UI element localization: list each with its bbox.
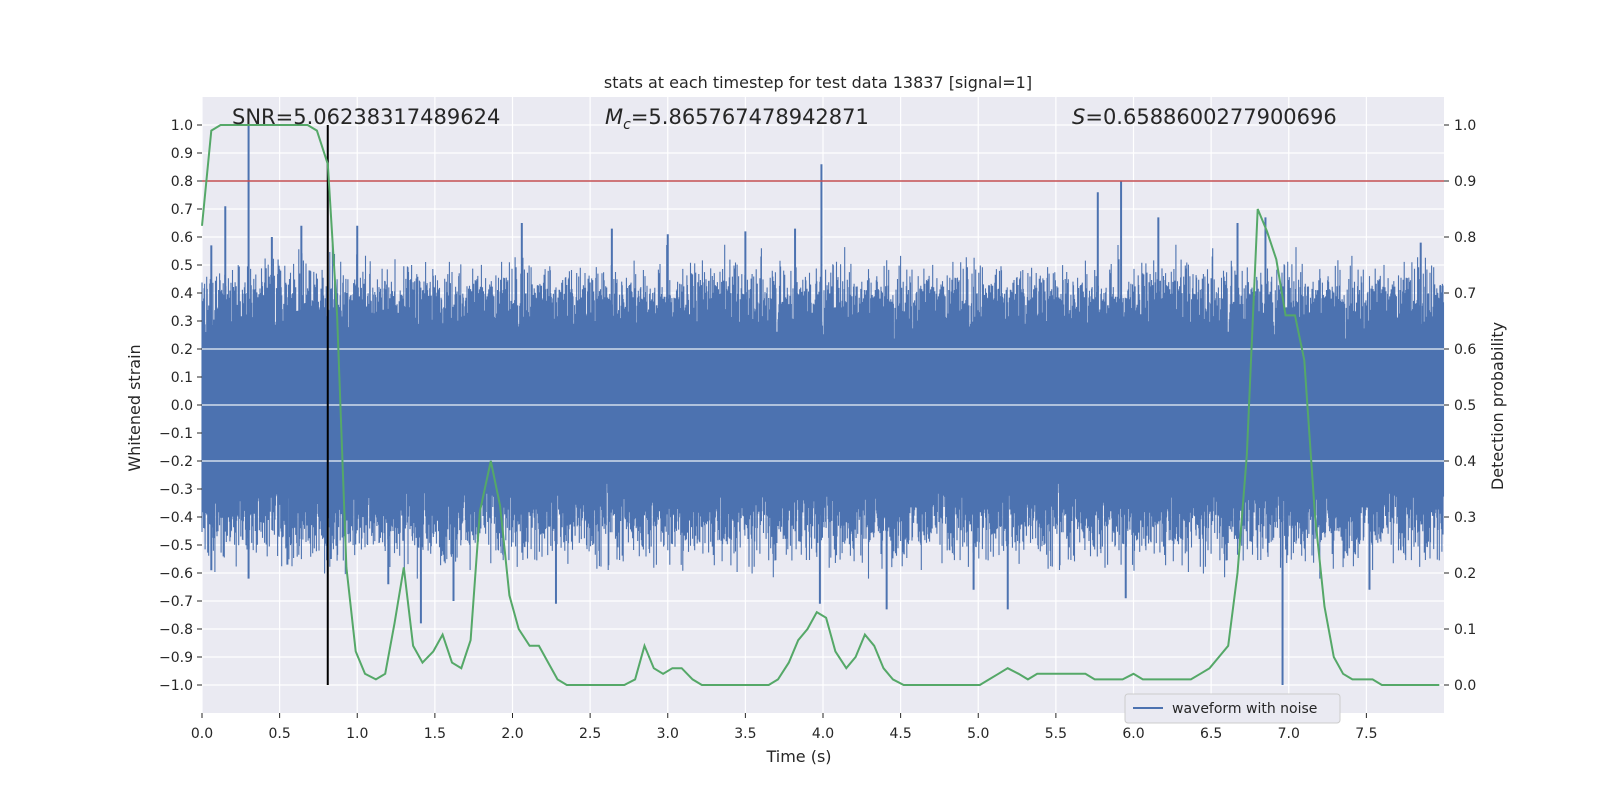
x-tick-label: 3.0 [657,726,679,742]
x-tick-label: 2.0 [501,726,523,742]
x-tick-label: 1.0 [346,726,368,742]
legend: waveform with noise [1124,693,1341,724]
left-tick-label: −0.8 [159,622,193,638]
right-tick-label: 0.5 [1454,398,1476,414]
x-tick-label: 5.5 [1045,726,1067,742]
waveform-series [201,125,1445,685]
right-tick-label: 0.8 [1454,230,1476,246]
right-tick-label: 0.0 [1454,678,1476,694]
x-tick-label: 6.5 [1200,726,1222,742]
right-tick-label: 0.6 [1454,342,1476,358]
x-tick-label: 6.0 [1122,726,1144,742]
x-tick-label: 3.5 [734,726,756,742]
left-tick-label: −0.2 [159,454,193,470]
right-y-axis-label: Detection probability [1488,322,1507,490]
left-tick-label: 0.4 [171,286,193,302]
left-tick-label: 0.5 [171,258,193,274]
left-tick-label: 0.9 [171,146,193,162]
x-tick-label: 4.5 [889,726,911,742]
left-tick-label: 0.0 [171,398,193,414]
left-tick-label: −0.9 [159,650,193,666]
right-tick-label: 0.4 [1454,454,1476,470]
x-tick-label: 5.0 [967,726,989,742]
x-tick-label: 7.0 [1278,726,1300,742]
x-tick-label: 1.5 [424,726,446,742]
left-tick-label: 0.6 [171,230,193,246]
left-tick-label: 0.1 [171,370,193,386]
chart-title: stats at each timestep for test data 138… [604,73,1032,92]
left-tick-label: −0.6 [159,566,193,582]
left-tick-label: 0.8 [171,174,193,190]
legend-label: waveform with noise [1172,701,1317,717]
x-tick-label: 2.5 [579,726,601,742]
left-tick-label: −0.5 [159,538,193,554]
left-tick-label: −0.7 [159,594,193,610]
s-annotation: S=0.6588600277900696 [1072,105,1337,129]
chirp-mass-subscript: c [623,117,631,133]
chirp-mass-symbol: M [605,105,623,129]
left-tick-label: 0.7 [171,202,193,218]
right-tick-label: 0.1 [1454,622,1476,638]
x-tick-label: 7.5 [1355,726,1377,742]
right-tick-label: 0.2 [1454,566,1476,582]
right-tick-label: 0.7 [1454,286,1476,302]
x-tick-label: 0.0 [191,726,213,742]
right-tick-label: 0.9 [1454,174,1476,190]
chirp-mass-annotation: Mc=5.865767478942871 [605,105,869,133]
left-tick-label: 0.2 [171,342,193,358]
x-ticks: 0.0 0.5 1.0 1.5 2.0 2.5 3.0 3.5 4.0 4.5 5.0 5.5 6.0 6… [191,713,1378,742]
right-tick-label: 0.3 [1454,510,1476,526]
right-y-ticks: 1.0 0.9 0.8 0.7 0.6 0.5 0.4 0.3 0.2 0.1 0.0 [1444,118,1476,694]
left-tick-label: −0.1 [159,426,193,442]
snr-annotation: SNR=5.06238317489624 [232,105,500,129]
s-symbol: S [1072,105,1085,129]
left-y-ticks: 1.0 0.9 0.8 0.7 0.6 0.5 0.4 0.3 0.2 0.1 0.0 −0.1 −0.… [159,118,202,694]
left-tick-label: 0.3 [171,314,193,330]
x-tick-label: 0.5 [268,726,290,742]
left-tick-label: 1.0 [171,118,193,134]
x-axis-label: Time (s) [765,747,831,766]
left-tick-label: −1.0 [159,678,193,694]
overlay-lines [202,125,1444,685]
s-value: =0.6588600277900696 [1085,105,1336,129]
left-y-axis-label: Whitened strain [125,344,144,471]
x-tick-label: 4.0 [812,726,834,742]
probability-series [201,124,1440,686]
right-tick-label: 1.0 [1454,118,1476,134]
legend-box [1124,693,1341,724]
left-tick-label: −0.4 [159,510,193,526]
left-tick-label: −0.3 [159,482,193,498]
chirp-mass-value: =5.865767478942871 [631,105,869,129]
probability-line [201,124,1440,686]
